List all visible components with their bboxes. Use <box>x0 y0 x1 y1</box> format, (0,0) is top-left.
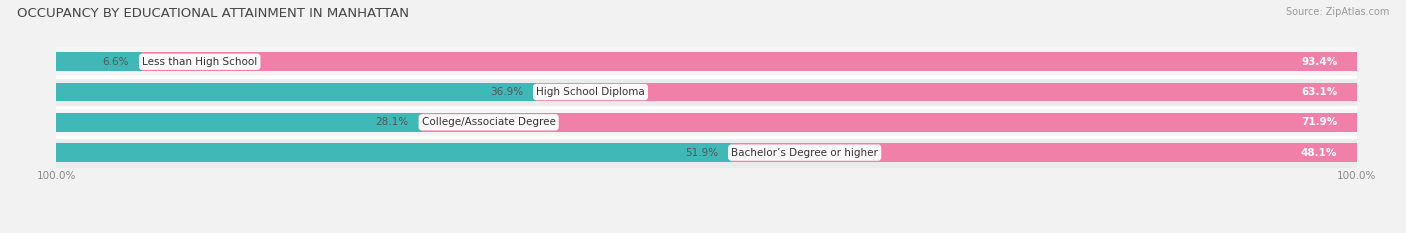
Bar <box>422 113 1357 132</box>
Bar <box>56 107 1357 137</box>
Text: OCCUPANCY BY EDUCATIONAL ATTAINMENT IN MANHATTAN: OCCUPANCY BY EDUCATIONAL ATTAINMENT IN M… <box>17 7 409 20</box>
Bar <box>56 137 1357 168</box>
Text: 6.6%: 6.6% <box>103 57 129 67</box>
Text: 93.4%: 93.4% <box>1301 57 1337 67</box>
Text: Source: ZipAtlas.com: Source: ZipAtlas.com <box>1285 7 1389 17</box>
Bar <box>142 52 1357 71</box>
Text: 63.1%: 63.1% <box>1301 87 1337 97</box>
Bar <box>536 83 1357 101</box>
Text: Bachelor’s Degree or higher: Bachelor’s Degree or higher <box>731 148 879 158</box>
Bar <box>56 113 422 132</box>
Bar <box>56 143 731 162</box>
Text: 71.9%: 71.9% <box>1301 117 1337 127</box>
Bar <box>56 113 1357 132</box>
Text: 28.1%: 28.1% <box>375 117 409 127</box>
Bar <box>731 143 1357 162</box>
Bar <box>56 47 1357 77</box>
Text: Less than High School: Less than High School <box>142 57 257 67</box>
Bar <box>56 77 1357 107</box>
Bar <box>56 83 1357 101</box>
Bar <box>56 83 536 101</box>
Text: 36.9%: 36.9% <box>491 87 523 97</box>
Text: 48.1%: 48.1% <box>1301 148 1337 158</box>
Bar <box>56 52 142 71</box>
Bar <box>56 143 1357 162</box>
Bar <box>56 52 1357 71</box>
Text: High School Diploma: High School Diploma <box>536 87 645 97</box>
Text: 51.9%: 51.9% <box>685 148 718 158</box>
Text: College/Associate Degree: College/Associate Degree <box>422 117 555 127</box>
